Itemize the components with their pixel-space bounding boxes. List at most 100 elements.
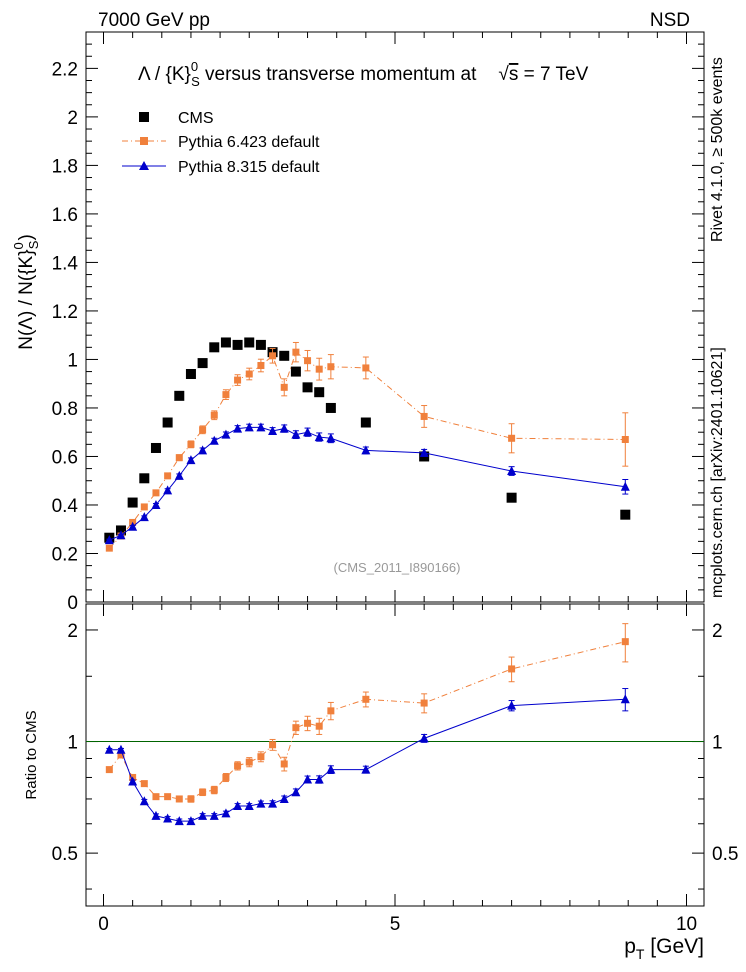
xlabel-sub: T [636,946,645,962]
main-cms-point [220,337,231,348]
main-cms-point [185,369,196,379]
ratio-pythia8-point [303,774,313,784]
main-pythia6-point [222,391,230,399]
main-cms-point [232,339,243,350]
main-pythia6-point [420,412,428,420]
main-pythia6-point [269,352,277,360]
title-sqrt: √ [498,64,509,85]
ratio-pythia6-point [199,788,207,796]
title-sub: S [191,74,200,89]
main-pythia8-point [303,427,313,437]
ratio-pythia6-line [108,641,626,800]
main-pythia6-point [105,544,113,552]
main-cms-point [314,387,325,398]
main-pythia8-point [174,470,184,480]
ratio-pythia8-point [186,816,196,826]
ratio-pythia8-point [139,796,149,806]
main-pythia6-point [245,370,253,378]
ratio-tick-label: 2 [67,621,78,642]
y-tick-label: 2 [67,108,78,129]
chart-title: Λ / {K}0 S versus transverse momentum at √… [138,59,589,89]
title-part-c: = 7 TeV [518,64,588,85]
main-pythia6-point [362,364,370,372]
ratio-pythia8-point [209,810,219,820]
main-pythia8-point [291,429,301,439]
main-pythia8-point [198,445,208,455]
header-right: NSD [650,10,690,31]
main-pythia6-point [315,365,323,373]
ratio-pythia6-point [280,760,288,768]
main-pythia6-point [304,357,312,365]
title-sup: 0 [191,59,198,74]
ratio-pythia8-point [507,700,517,710]
main-pythia8-point [163,485,173,495]
ratio-tick-label-right: 1 [712,733,723,754]
ratio-pythia6-point [269,741,277,749]
data-marks [86,337,704,826]
main-cms-point [506,492,517,503]
main-pythia6-point [508,434,516,442]
ratio-pythia6-point [105,766,113,774]
side-label-mcplots: mcplots.cern.ch [arXiv:2401.10621] [709,347,726,598]
legend-label-pythia6: Pythia 6.423 default [178,134,320,151]
xlabel-p: p [624,935,636,958]
ratio-tick-label-right: 0.5 [712,844,738,865]
y-tick-label: 2.2 [52,59,78,80]
ratio-pythia8-point [128,776,138,786]
header-left: 7000 GeV pp [98,10,210,31]
ratio-pythia6-point [257,753,265,761]
ratio-pythia8-point [268,798,278,808]
ratio-pythia8-point [279,793,289,803]
main-pythia6-point [280,383,288,391]
ratio-pythia6-point [420,699,428,707]
main-pythia8-point [314,432,324,442]
ylabel-sup: 0 [11,242,26,249]
main-pythia6-point [234,376,242,384]
main-cms-point [209,342,220,353]
y-tick-label: 1.4 [52,253,79,274]
ratio-pythia8-point [174,816,184,826]
main-cms-point [302,382,313,393]
ratio-pythia8-point [419,733,429,743]
ratio-pythia8-point [314,774,324,784]
analysis-watermark: (CMS_2011_I890166) [334,560,461,575]
y-tick-label: 1 [67,350,78,371]
main-pythia6-point [187,440,195,448]
legend-marker-cms [139,112,149,122]
ylabel-part-a: N(Λ) / N({K} [16,249,37,349]
ratio-pythia6-point [222,773,230,781]
main-pythia8-point [256,422,266,432]
main-cms-point [174,390,185,401]
main-pythia8-point [139,512,149,522]
xlabel-rest: [GeV] [644,935,704,958]
ratio-pythia8-point [233,801,243,811]
ratio-tick-label-right: 2 [712,621,723,642]
main-cms-point [139,473,150,484]
ratio-tick-label: 0.5 [52,844,78,865]
ratio-pythia8-line [109,698,626,822]
y-tick-label: 1.2 [52,302,78,323]
ratio-pythia8-point [361,764,371,774]
main-pythia8-point [209,435,219,445]
ratio-pythia6-point [164,793,172,801]
ratio-pythia6-point [210,786,218,794]
main-cms-point [150,442,161,453]
ylabel-sub: S [26,240,41,249]
main-pythia6-point [164,472,172,480]
main-pythia8-point [128,521,138,531]
main-pythia8-point [186,455,196,465]
y-tick-label: 1.8 [52,156,78,177]
ratio-pythia6-point [234,762,242,770]
ratio-pythia6-point [292,724,300,732]
y-tick-label: 0.4 [52,496,79,517]
ylabel-part-b: ) [16,234,37,240]
main-cms-point [360,417,371,428]
side-label-rivet: Rivet 4.1.0, ≥ 500k events [709,57,726,242]
ratio-pythia6-point [152,793,160,801]
y-tick-label: 0.2 [52,544,78,565]
main-cms-point [244,337,255,348]
y-tick-label: 0.6 [52,447,78,468]
main-pythia8-point [326,433,336,443]
legend-marker-pythia6 [140,137,148,145]
